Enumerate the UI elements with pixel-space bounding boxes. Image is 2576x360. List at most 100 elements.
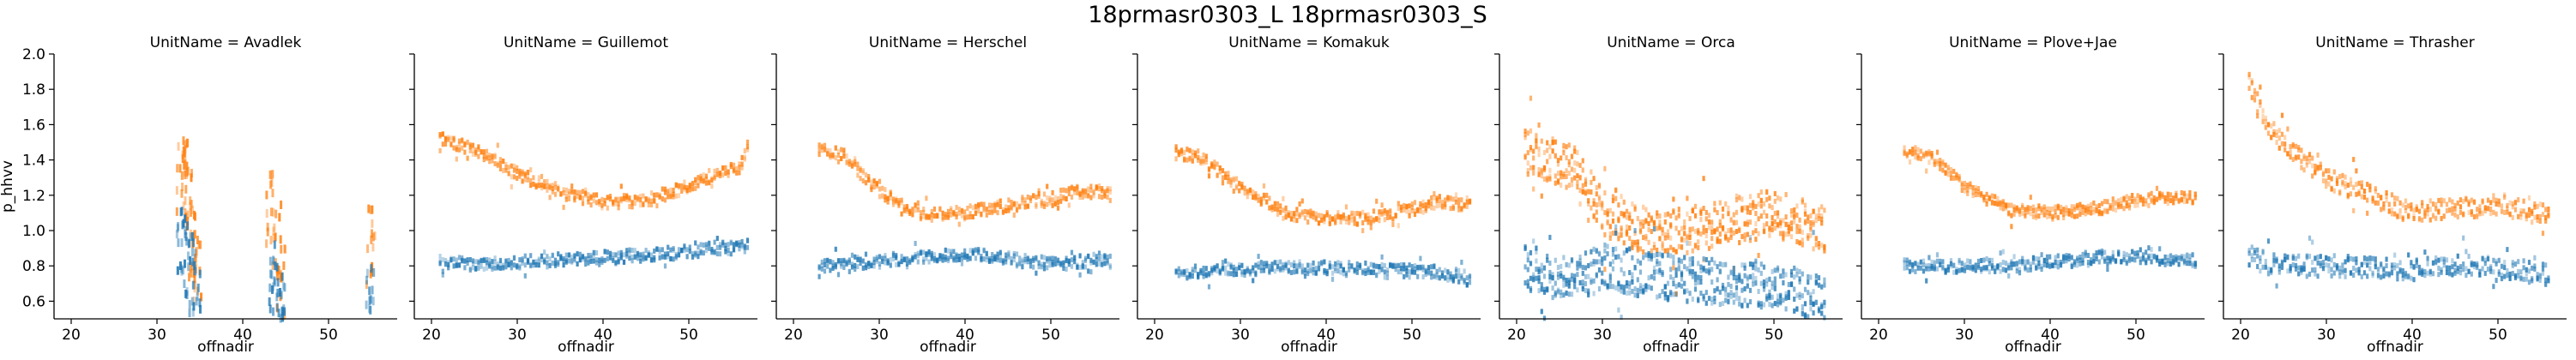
density-cell — [1056, 200, 1060, 206]
density-cell — [570, 189, 574, 195]
density-cell — [1218, 165, 1222, 171]
density-cell — [1385, 209, 1390, 215]
density-cell — [647, 196, 650, 202]
density-cell — [1567, 279, 1571, 285]
density-cell — [667, 194, 670, 200]
density-cell — [1814, 213, 1818, 219]
density-cell — [1704, 227, 1708, 233]
density-cell — [526, 174, 530, 180]
density-cell — [1416, 264, 1420, 270]
density-cell — [2456, 268, 2459, 274]
density-cell — [1451, 204, 1455, 210]
density-cell — [1581, 279, 1584, 285]
density-cell — [2122, 255, 2126, 261]
density-cell — [2141, 255, 2145, 261]
density-cell — [2186, 193, 2189, 199]
density-cell — [581, 195, 585, 201]
density-cell — [2541, 231, 2545, 237]
density-cell — [708, 245, 711, 251]
density-cell — [1636, 247, 1639, 253]
density-cell — [1782, 268, 1785, 274]
density-cell — [1721, 300, 1725, 306]
density-cell — [727, 247, 730, 253]
density-cell — [1330, 276, 1335, 282]
density-cell — [1935, 252, 1940, 258]
density-cell — [2283, 141, 2287, 147]
density-cell — [2266, 267, 2271, 273]
density-cell — [836, 272, 841, 278]
density-cell — [1193, 263, 1198, 269]
density-cell — [1446, 273, 1450, 279]
density-cell — [2166, 196, 2169, 202]
density-cell — [2368, 187, 2372, 193]
density-cell — [1765, 296, 1769, 302]
density-cell — [1771, 285, 1774, 291]
density-cell — [944, 247, 947, 253]
density-cell — [1344, 271, 1348, 277]
density-cell — [612, 256, 615, 262]
density-cell — [2451, 264, 2454, 270]
density-cell — [694, 185, 697, 191]
density-cell — [1809, 225, 1813, 231]
density-cell — [1083, 257, 1088, 263]
density-cell — [463, 149, 467, 155]
density-cell — [1446, 196, 1450, 202]
density-cell — [740, 242, 744, 248]
density-cell — [529, 253, 533, 259]
density-cell — [1419, 208, 1422, 214]
density-cell — [194, 230, 197, 239]
density-cell — [1762, 302, 1766, 308]
density-cell — [2158, 261, 2162, 267]
density-cell — [2040, 207, 2043, 213]
density-cell — [1713, 295, 1716, 301]
density-cell — [2010, 261, 2013, 267]
density-cell — [982, 207, 986, 213]
density-cell — [1748, 261, 1753, 267]
density-cell — [729, 164, 733, 170]
density-cell — [1378, 218, 1381, 224]
density-cell — [1229, 183, 1233, 189]
density-cell — [1985, 191, 1988, 197]
density-cell — [850, 264, 854, 270]
density-cell — [562, 187, 565, 193]
density-cell — [1548, 269, 1552, 275]
density-cell — [1628, 290, 1632, 296]
density-cell — [1812, 230, 1815, 236]
density-cell — [1801, 311, 1804, 317]
density-cell — [1273, 201, 1276, 207]
density-cell — [1051, 261, 1054, 267]
density-cell — [521, 178, 524, 184]
density-cell — [2294, 266, 2298, 272]
density-cell — [1056, 195, 1060, 201]
density-cell — [1053, 195, 1057, 201]
density-cell — [1570, 182, 1574, 188]
series-L-marks — [2247, 235, 2550, 290]
density-cell — [2175, 254, 2178, 260]
density-cell — [1748, 194, 1753, 200]
density-cell — [1559, 292, 1563, 298]
density-cell — [1092, 190, 1095, 196]
density-cell — [1905, 153, 1909, 159]
density-cell — [1018, 203, 1022, 209]
density-cell — [1282, 207, 1285, 213]
density-cell — [2059, 209, 2063, 215]
density-cell — [1097, 255, 1101, 261]
density-cell — [1762, 228, 1766, 234]
density-cell — [2012, 211, 2016, 217]
density-cell — [1999, 201, 2002, 207]
density-cell — [2086, 260, 2090, 266]
density-cell — [2133, 198, 2137, 204]
density-cell — [932, 252, 937, 258]
density-cell — [1361, 228, 1365, 234]
density-cell — [2037, 206, 2041, 212]
density-cell — [1232, 176, 1235, 182]
density-cell — [1941, 161, 1945, 167]
density-cell — [1663, 231, 1667, 237]
density-cell — [1803, 202, 1807, 208]
density-cell — [2431, 260, 2435, 266]
density-cell — [2533, 263, 2537, 269]
density-cell — [1765, 213, 1769, 219]
density-cell — [1674, 272, 1678, 278]
density-cell — [1820, 303, 1824, 309]
density-cell — [1083, 264, 1088, 270]
